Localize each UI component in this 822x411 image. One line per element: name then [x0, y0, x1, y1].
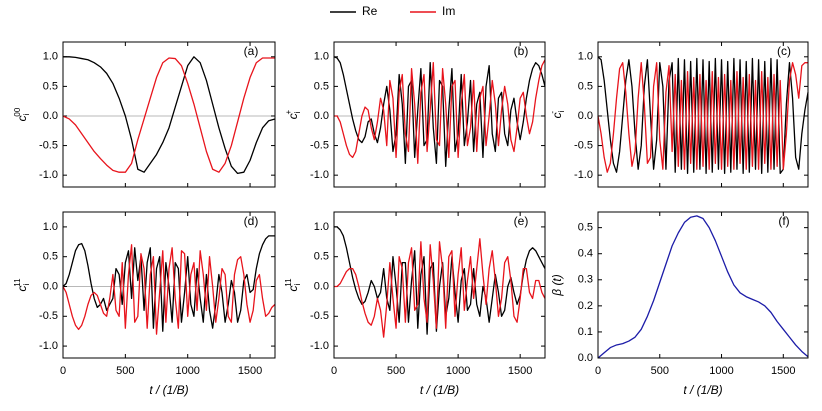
y-tick-label: 0.0: [314, 110, 329, 122]
x-tick-label: 1500: [771, 365, 795, 377]
y-label-main: c: [15, 115, 29, 121]
x-tick-label: 500: [387, 365, 405, 377]
y-tick-label: 0.5: [578, 222, 593, 234]
y-tick-label: 0.0: [314, 280, 329, 292]
y-label-sup: -: [548, 111, 557, 114]
y-tick-label: 0.5: [43, 251, 58, 263]
y-tick-label: 0.0: [43, 280, 58, 292]
y-tick-label: 0.0: [43, 110, 58, 122]
y-tick-label: 0.5: [578, 80, 593, 92]
plot-frame: [333, 41, 546, 188]
y-axis-label: ci00: [13, 107, 31, 121]
y-tick-label: 0.5: [314, 251, 329, 263]
y-tick-label: 1.0: [314, 51, 329, 63]
y-axis-label: ci11: [284, 278, 302, 292]
y-label-sub: i: [293, 284, 302, 286]
series-line: [334, 238, 546, 338]
series-line: [62, 57, 275, 173]
panel-label: (a): [244, 44, 259, 58]
y-label-sub: i: [22, 284, 31, 286]
y-tick-label: -0.5: [574, 139, 593, 151]
y-label-main: c: [550, 112, 564, 118]
x-tick-label: 500: [116, 365, 134, 377]
x-axis-label: t / (1/B): [683, 383, 722, 397]
y-tick-label: 0.1: [578, 326, 593, 338]
y-tick-label: -1.0: [39, 340, 58, 352]
x-tick-label: 0: [331, 365, 337, 377]
y-tick-label: -0.5: [310, 310, 329, 322]
series-line: [334, 59, 546, 164]
series-line: [597, 62, 808, 173]
series-line: [62, 235, 275, 332]
y-tick-label: 0.3: [578, 274, 593, 286]
legend-label: Im: [442, 4, 455, 18]
y-tick-label: 0.2: [578, 300, 593, 312]
panel-label: (e): [514, 214, 529, 228]
y-label-main: c: [286, 113, 300, 119]
y-tick-label: 1.0: [43, 221, 58, 233]
y-tick-label: 1.0: [314, 221, 329, 233]
y-tick-label: -1.0: [39, 169, 58, 181]
x-axis-label: t / (1/B): [149, 383, 188, 397]
y-label-main: β (t): [550, 274, 564, 297]
plot-frame: [62, 211, 276, 359]
y-axis-label: β (t): [550, 274, 564, 297]
y-label-sub: i: [557, 110, 566, 112]
series-line: [597, 215, 809, 359]
y-tick-label: 0.5: [43, 80, 58, 92]
series-line: [63, 56, 276, 175]
y-label-main: c: [286, 286, 300, 292]
series-line: [62, 244, 276, 335]
y-tick-label: -1.0: [574, 169, 593, 181]
y-axis-label: ci11: [13, 278, 31, 292]
y-label-sup: 00: [13, 107, 22, 116]
y-tick-label: -1.0: [310, 169, 329, 181]
y-tick-label: 0.5: [314, 80, 329, 92]
y-tick-label: -0.5: [310, 139, 329, 151]
y-label-sup: 11: [13, 278, 22, 287]
panel-label: (b): [514, 44, 529, 58]
y-axis-label: ci+: [284, 109, 302, 119]
legend-label: Re: [362, 4, 378, 18]
x-tick-label: 1000: [446, 365, 470, 377]
x-tick-label: 0: [60, 365, 66, 377]
x-tick-label: 500: [651, 365, 669, 377]
x-tick-label: 0: [595, 365, 601, 377]
y-tick-label: -1.0: [310, 340, 329, 352]
y-tick-label: -0.5: [39, 139, 58, 151]
plot-frame: [333, 211, 546, 359]
series-line: [597, 56, 809, 175]
x-tick-label: 1000: [709, 365, 733, 377]
panel-label: (d): [244, 214, 259, 228]
y-tick-label: 1.0: [578, 51, 593, 63]
plot-frame: [597, 41, 809, 188]
plot-frame: [597, 211, 809, 359]
y-tick-label: 1.0: [43, 51, 58, 63]
y-label-main: c: [15, 286, 29, 292]
panel-label: (c): [777, 44, 791, 58]
y-axis-label: ci-: [548, 110, 566, 118]
x-tick-label: 1000: [175, 365, 199, 377]
y-label-sup: 11: [284, 278, 293, 287]
x-tick-label: 1500: [238, 365, 262, 377]
x-axis-label: t / (1/B): [420, 383, 459, 397]
y-label-sub: i: [22, 113, 31, 115]
y-tick-label: 0.0: [578, 352, 593, 364]
x-tick-label: 1500: [508, 365, 532, 377]
y-label-sup: +: [284, 109, 293, 114]
y-tick-label: 0.4: [578, 248, 593, 260]
y-tick-label: 0.0: [578, 110, 593, 122]
series-line: [334, 226, 546, 335]
y-label-sub: i: [293, 111, 302, 113]
y-tick-label: -0.5: [39, 310, 58, 322]
plot-frame: [62, 41, 276, 188]
panel-label: (f): [778, 214, 789, 228]
